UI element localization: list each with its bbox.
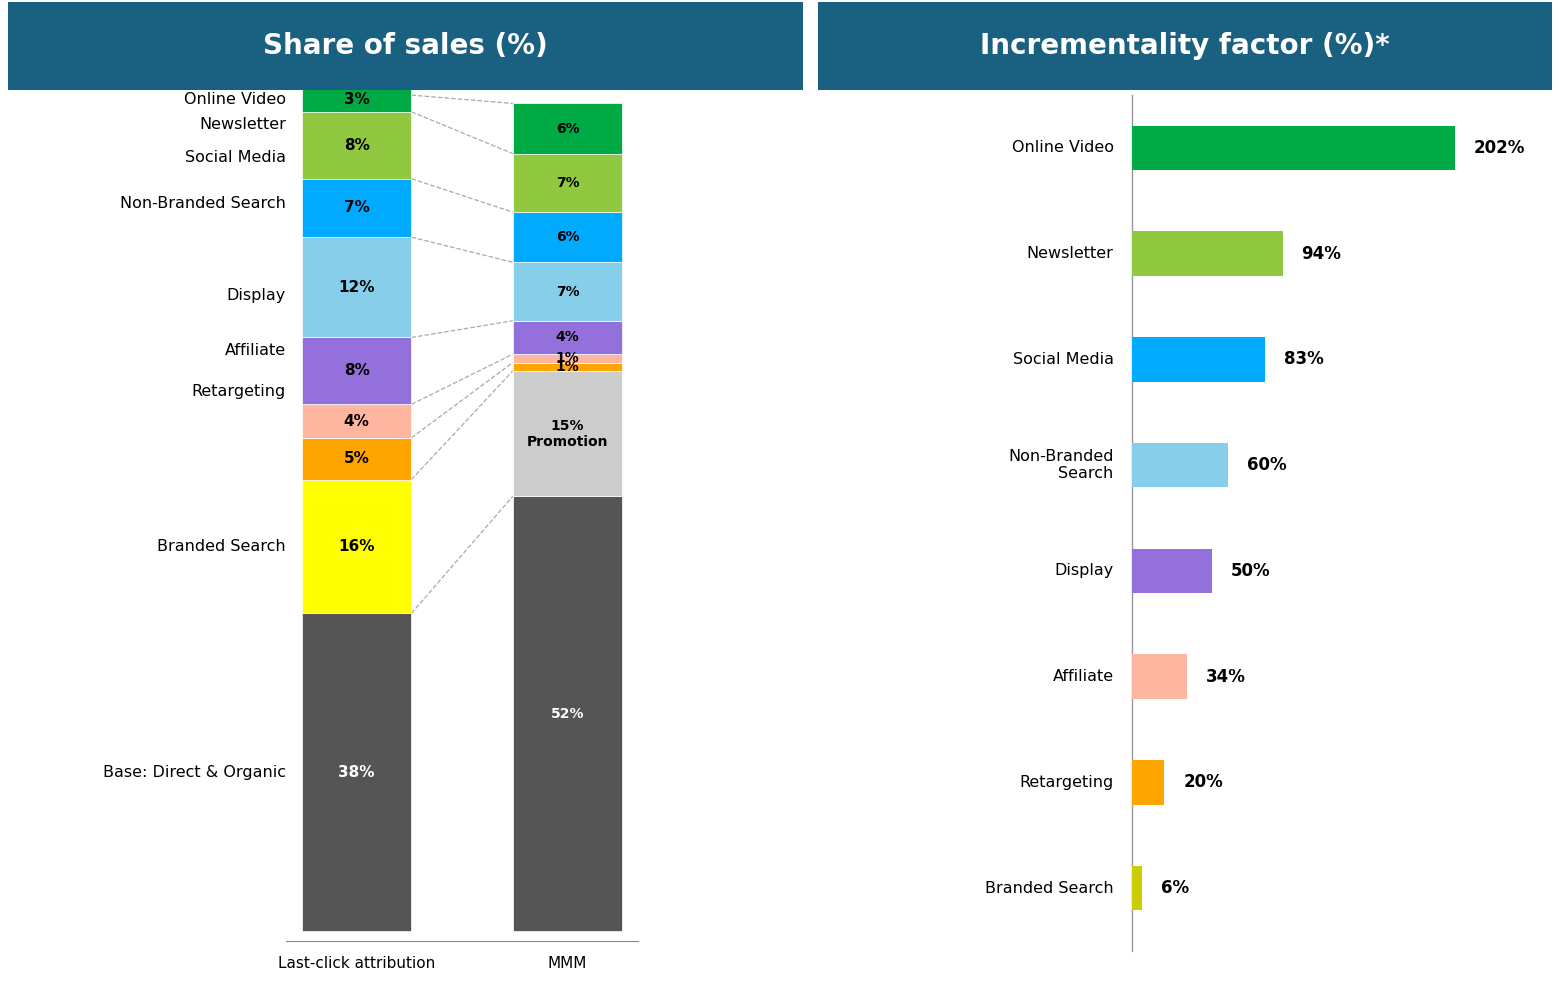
Text: Social Media: Social Media — [186, 150, 285, 165]
Text: 1%: 1% — [555, 359, 580, 373]
Text: 50%: 50% — [1232, 562, 1271, 580]
Text: 7%: 7% — [555, 176, 580, 190]
FancyBboxPatch shape — [818, 2, 1551, 90]
FancyBboxPatch shape — [302, 237, 412, 337]
Text: Non-Branded Search: Non-Branded Search — [120, 196, 285, 211]
Text: 3%: 3% — [345, 92, 369, 107]
FancyBboxPatch shape — [302, 479, 412, 614]
FancyBboxPatch shape — [513, 212, 622, 262]
FancyBboxPatch shape — [302, 337, 412, 404]
FancyBboxPatch shape — [302, 112, 412, 179]
FancyBboxPatch shape — [302, 614, 412, 931]
Text: 94%: 94% — [1302, 244, 1341, 262]
Text: Display: Display — [226, 288, 285, 303]
FancyBboxPatch shape — [513, 320, 622, 354]
Text: 4%: 4% — [345, 413, 369, 428]
Text: 4%: 4% — [555, 330, 580, 344]
FancyBboxPatch shape — [1132, 443, 1228, 487]
Text: 5%: 5% — [345, 451, 369, 466]
Text: Social Media: Social Media — [1013, 352, 1113, 367]
Text: Online Video: Online Video — [1012, 140, 1113, 155]
FancyBboxPatch shape — [513, 371, 622, 496]
FancyBboxPatch shape — [513, 362, 622, 371]
Text: 6%: 6% — [555, 230, 580, 244]
Text: 16%: 16% — [338, 539, 376, 554]
Text: 15%
Promotion: 15% Promotion — [527, 418, 608, 448]
Text: 8%: 8% — [345, 363, 369, 378]
Text: Last-click attribution: Last-click attribution — [278, 956, 435, 971]
Text: 34%: 34% — [1205, 668, 1246, 686]
FancyBboxPatch shape — [513, 496, 622, 931]
FancyBboxPatch shape — [302, 179, 412, 237]
Text: 38%: 38% — [338, 765, 376, 780]
Text: Branded Search: Branded Search — [985, 881, 1113, 896]
FancyBboxPatch shape — [8, 2, 803, 90]
FancyBboxPatch shape — [1132, 231, 1283, 276]
Text: 12%: 12% — [338, 280, 376, 295]
Text: Affiliate: Affiliate — [1052, 669, 1113, 684]
Text: Share of sales (%): Share of sales (%) — [263, 32, 547, 60]
FancyBboxPatch shape — [1132, 866, 1143, 910]
FancyBboxPatch shape — [1132, 760, 1165, 805]
FancyBboxPatch shape — [1132, 126, 1456, 170]
FancyBboxPatch shape — [513, 262, 622, 320]
Text: Branded Search: Branded Search — [157, 539, 285, 554]
Text: Incrementality factor (%)*: Incrementality factor (%)* — [981, 32, 1389, 60]
Text: Base: Direct & Organic: Base: Direct & Organic — [103, 765, 285, 780]
Text: 6%: 6% — [555, 121, 580, 135]
Text: Retargeting: Retargeting — [192, 384, 285, 399]
Text: 7%: 7% — [555, 284, 580, 298]
FancyBboxPatch shape — [302, 437, 412, 479]
FancyBboxPatch shape — [513, 103, 622, 153]
Text: 8%: 8% — [345, 138, 369, 153]
FancyBboxPatch shape — [302, 87, 412, 112]
FancyBboxPatch shape — [1132, 549, 1213, 593]
Text: 60%: 60% — [1247, 456, 1286, 474]
FancyBboxPatch shape — [1132, 655, 1186, 699]
Text: Newsletter: Newsletter — [1027, 246, 1113, 261]
Text: 83%: 83% — [1285, 350, 1324, 368]
FancyBboxPatch shape — [302, 404, 412, 437]
Text: 20%: 20% — [1183, 774, 1222, 792]
Text: 52%: 52% — [550, 707, 585, 721]
Text: 7%: 7% — [345, 200, 369, 215]
Text: Display: Display — [1054, 564, 1113, 579]
Text: Online Video: Online Video — [184, 92, 285, 107]
Text: 1%: 1% — [555, 351, 580, 365]
Text: 6%: 6% — [1161, 879, 1190, 897]
Text: Retargeting: Retargeting — [1020, 775, 1113, 790]
FancyBboxPatch shape — [1132, 337, 1266, 381]
Text: Affiliate: Affiliate — [224, 342, 285, 357]
FancyBboxPatch shape — [513, 153, 622, 212]
Text: Newsletter: Newsletter — [200, 117, 285, 132]
Text: MMM: MMM — [547, 956, 588, 971]
Text: Non-Branded
Search: Non-Branded Search — [1009, 449, 1113, 481]
Text: 202%: 202% — [1475, 139, 1525, 157]
FancyBboxPatch shape — [513, 354, 622, 362]
